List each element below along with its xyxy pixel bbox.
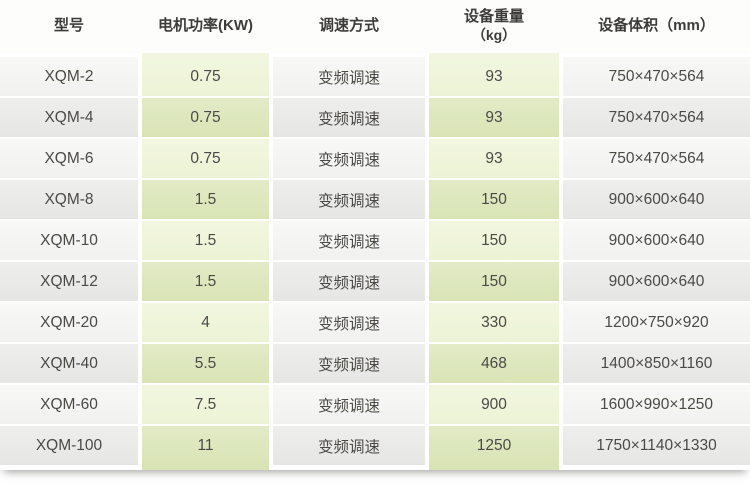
volume-cell: 750×470×564 xyxy=(563,57,750,96)
weight-column-cap-bottom xyxy=(429,465,559,470)
volume-cell: 1750×1140×1330 xyxy=(563,426,750,465)
model-cell: XQM-60 xyxy=(0,385,138,424)
model-cell: XQM-8 xyxy=(0,180,138,219)
speed-mode-cell: 变频调速 xyxy=(273,385,425,424)
speed-mode-cell: 变频调速 xyxy=(273,344,425,383)
volume-cell: 900×600×640 xyxy=(563,221,750,260)
model-cell: XQM-100 xyxy=(0,426,138,465)
col-header-volume: 设备体积（mm） xyxy=(563,17,750,36)
table-body: XQM-2 0.75 变频调速 93 750×470×564 XQM-4 0.7… xyxy=(0,53,750,470)
speed-mode-cell: 变频调速 xyxy=(273,262,425,301)
weight-column-cap-top xyxy=(429,53,559,57)
power-cell: 0.75 xyxy=(142,57,269,96)
model-cell: XQM-4 xyxy=(0,98,138,137)
table-rows-grid: XQM-2 0.75 变频调速 93 750×470×564 XQM-4 0.7… xyxy=(0,57,750,465)
power-cell: 1.5 xyxy=(142,262,269,301)
weight-cell: 150 xyxy=(429,221,559,260)
model-cell: XQM-12 xyxy=(0,262,138,301)
col-header-speed-mode: 调速方式 xyxy=(273,17,425,36)
power-cell: 1.5 xyxy=(142,221,269,260)
power-column-cap-top xyxy=(142,53,269,57)
col-header-model-label: 型号 xyxy=(53,17,84,35)
power-cell: 11 xyxy=(142,426,269,465)
spec-table: 型号 电机功率(KW) 调速方式 设备重量 （kg） 设备体积（mm） XQM-… xyxy=(0,0,750,470)
col-header-power: 电机功率(KW) xyxy=(142,17,269,36)
col-header-model: 型号 xyxy=(0,17,138,36)
weight-cell: 150 xyxy=(429,180,559,219)
weight-cell: 900 xyxy=(429,385,559,424)
speed-mode-cell: 变频调速 xyxy=(273,180,425,219)
model-cell: XQM-6 xyxy=(0,139,138,178)
table-header-row: 型号 电机功率(KW) 调速方式 设备重量 （kg） 设备体积（mm） xyxy=(0,0,750,53)
model-cell: XQM-10 xyxy=(0,221,138,260)
model-cell: XQM-40 xyxy=(0,344,138,383)
volume-cell: 1600×990×1250 xyxy=(563,385,750,424)
weight-cell: 93 xyxy=(429,57,559,96)
volume-cell: 750×470×564 xyxy=(563,139,750,178)
model-cell: XQM-2 xyxy=(0,57,138,96)
col-header-power-label: 电机功率(KW) xyxy=(158,17,253,35)
volume-cell: 900×600×640 xyxy=(563,262,750,301)
power-cell: 0.75 xyxy=(142,139,269,178)
col-header-speed-mode-label: 调速方式 xyxy=(318,17,379,35)
volume-cell: 750×470×564 xyxy=(563,98,750,137)
power-cell: 1.5 xyxy=(142,180,269,219)
weight-cell: 93 xyxy=(429,139,559,178)
col-header-volume-label: 设备体积（mm） xyxy=(598,17,715,35)
power-cell: 0.75 xyxy=(142,98,269,137)
speed-mode-cell: 变频调速 xyxy=(273,57,425,96)
weight-cell: 330 xyxy=(429,303,559,342)
weight-cell: 150 xyxy=(429,262,559,301)
speed-mode-cell: 变频调速 xyxy=(273,221,425,260)
power-cell: 4 xyxy=(142,303,269,342)
power-cell: 7.5 xyxy=(142,385,269,424)
weight-cell: 468 xyxy=(429,344,559,383)
volume-cell: 1400×850×1160 xyxy=(563,344,750,383)
volume-cell: 1200×750×920 xyxy=(563,303,750,342)
speed-mode-cell: 变频调速 xyxy=(273,303,425,342)
power-column-cap-bottom xyxy=(142,465,269,470)
col-header-weight-label: 设备重量 xyxy=(463,8,524,26)
speed-mode-cell: 变频调速 xyxy=(273,98,425,137)
col-header-weight: 设备重量 （kg） xyxy=(429,8,559,44)
weight-cell: 93 xyxy=(429,98,559,137)
power-cell: 5.5 xyxy=(142,344,269,383)
volume-cell: 900×600×640 xyxy=(563,180,750,219)
weight-cell: 1250 xyxy=(429,426,559,465)
speed-mode-cell: 变频调速 xyxy=(273,139,425,178)
speed-mode-cell: 变频调速 xyxy=(273,426,425,465)
model-cell: XQM-20 xyxy=(0,303,138,342)
col-header-weight-unit: （kg） xyxy=(471,27,517,44)
